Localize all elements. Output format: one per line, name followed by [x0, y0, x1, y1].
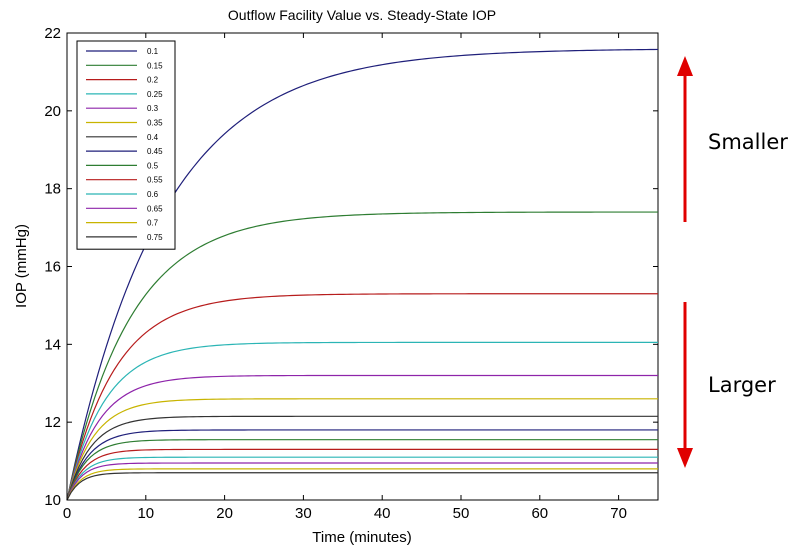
series-line-0.65: [66, 462, 658, 501]
series-line-0.3: [66, 374, 658, 501]
legend-label: 0.6: [147, 190, 159, 199]
series-line-0.6: [66, 456, 658, 501]
y-tick-label: 10: [44, 492, 61, 509]
legend-label: 0.15: [147, 61, 163, 70]
x-axis-label: Time (minutes): [312, 529, 411, 546]
legend-label: 0.4: [147, 133, 159, 142]
y-tick-label: 22: [44, 25, 61, 42]
legend: 0.1 0.15 0.2 0.25 0.3 0.35 0.4 0.45 0.5 0.55 0.6 0.…: [76, 40, 176, 250]
y-axis-label: IOP (mmHg): [13, 224, 30, 308]
series-line-0.25: [66, 341, 658, 501]
legend-box: [76, 40, 176, 250]
series-line-0.75: [66, 472, 658, 501]
x-tick-label: 40: [374, 505, 391, 522]
series-line-0.2: [66, 293, 658, 501]
legend-label: 0.65: [147, 204, 163, 213]
x-tick-label: 30: [295, 505, 312, 522]
x-tick-label: 70: [610, 505, 627, 522]
series-line-0.15: [66, 211, 658, 501]
smaller-label: Smaller: [708, 130, 788, 154]
series-line-0.45: [66, 429, 658, 501]
series-line-0.7: [66, 468, 658, 501]
series-line-0.4: [66, 415, 658, 501]
legend-label: 0.75: [147, 233, 163, 242]
y-tick-label: 18: [44, 181, 61, 198]
larger-label: Larger: [708, 373, 776, 397]
legend-label: 0.45: [147, 147, 163, 156]
y-tick-label: 12: [44, 414, 61, 431]
x-tick-label: 50: [453, 505, 470, 522]
series-line-0.35: [66, 398, 658, 501]
legend-label: 0.35: [147, 119, 163, 128]
y-tick-label: 16: [44, 259, 61, 276]
annotations: Smaller Larger: [677, 56, 788, 468]
legend-label: 0.25: [147, 90, 163, 99]
legend-label: 0.5: [147, 161, 159, 170]
y-tick-label: 14: [44, 336, 61, 353]
arrow-down-icon: [677, 448, 693, 468]
x-tick-label: 0: [63, 505, 71, 522]
legend-label: 0.55: [147, 176, 163, 185]
series-line-0.5: [66, 439, 658, 501]
series-line-0.55: [66, 448, 658, 501]
arrow-up-icon: [677, 56, 693, 76]
x-tick-label: 10: [137, 505, 154, 522]
chart-title: Outflow Facility Value vs. Steady-State …: [228, 7, 496, 23]
x-tick-label: 60: [531, 505, 548, 522]
y-tick-label: 20: [44, 103, 61, 120]
legend-label: 0.3: [147, 104, 159, 113]
legend-label: 0.1: [147, 47, 159, 56]
legend-label: 0.2: [147, 76, 159, 85]
x-tick-label: 20: [216, 505, 233, 522]
legend-label: 0.7: [147, 219, 159, 228]
